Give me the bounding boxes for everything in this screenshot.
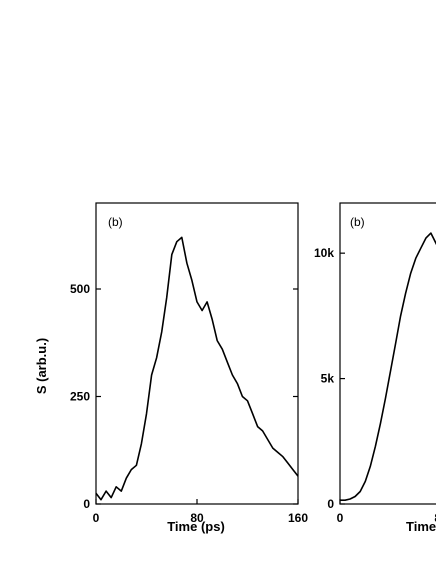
ticks-right: [339, 252, 345, 505]
x-tick-label: 0: [337, 511, 344, 525]
x-axis-title-left: Time (ps): [167, 519, 225, 534]
x-tick-label: 80: [434, 511, 436, 525]
plot-frame-left: [95, 202, 299, 505]
panel-label-right: (b): [350, 215, 365, 229]
x-tick-label: 160: [288, 511, 308, 525]
data-line-right: [340, 232, 436, 501]
panel-label-left: (b): [108, 215, 123, 229]
ticks-left: [95, 288, 299, 505]
x-axis-title-right: Time: [406, 519, 436, 534]
y-tick-label: 5k: [321, 372, 335, 386]
x-tick-label: 80: [190, 511, 204, 525]
x-tick-label: 0: [93, 511, 100, 525]
data-line-left: [95, 236, 299, 501]
tick-labels-left: 0 80 160 0 250 500: [70, 282, 308, 525]
panel-left: (b) 0 80 160 0 250 500 Time (ps) S (arb.u.): [34, 202, 308, 534]
y-tick-label: 0: [83, 497, 90, 511]
tick-labels-right: 0 80 0 5k 10k: [314, 246, 436, 525]
y-tick-label: 0: [327, 497, 334, 511]
plot-frame-right: [339, 202, 436, 505]
y-tick-label: 500: [70, 282, 90, 296]
y-tick-label: 10k: [314, 246, 334, 260]
y-tick-label: 250: [70, 390, 90, 404]
y-axis-title-left: S (arb.u.): [34, 338, 49, 394]
panel-right: (b) 0 80 0 5k 10k Time: [314, 202, 436, 534]
